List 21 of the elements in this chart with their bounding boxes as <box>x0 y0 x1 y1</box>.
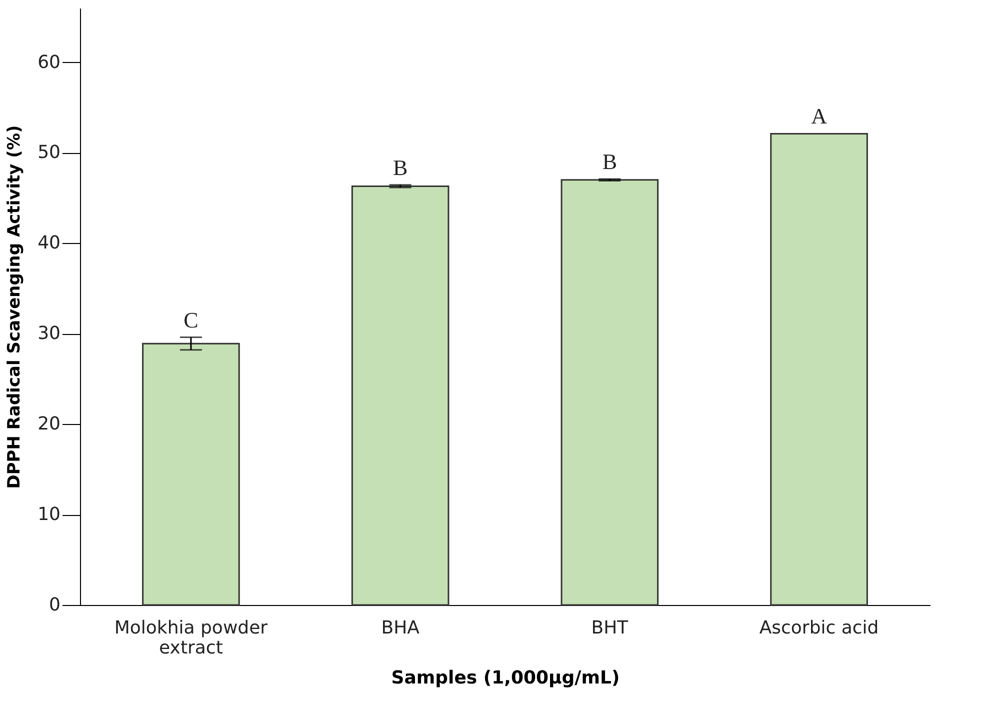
x-tick-label: Molokhia powder extract <box>114 618 268 658</box>
x-tick-label: BHA <box>381 618 420 638</box>
x-tick-label: Ascorbic acid <box>759 618 879 638</box>
y-tick-label: 40 <box>38 232 60 254</box>
annotation: B <box>602 148 618 174</box>
y-tick-label: 10 <box>38 504 60 526</box>
y-tick-label: 60 <box>38 52 60 73</box>
annotation: C <box>184 307 198 332</box>
y-tick-label: 30 <box>38 323 60 344</box>
y-tick-label: 50 <box>38 142 60 164</box>
bar <box>560 179 659 606</box>
bar <box>351 185 450 606</box>
y-tick-label: 20 <box>38 414 60 435</box>
x-tick-label: BHT <box>591 618 630 638</box>
annotation: A <box>811 104 828 129</box>
bar <box>770 132 868 606</box>
y-tick-label: 0 <box>49 594 60 616</box>
x-axis-title: Samples (1,000µg/mL) <box>391 668 620 688</box>
y-axis-title: DPPH Radical Scavenging Activity (%) <box>4 125 25 489</box>
bar <box>142 342 240 606</box>
annotation: B <box>392 154 408 180</box>
